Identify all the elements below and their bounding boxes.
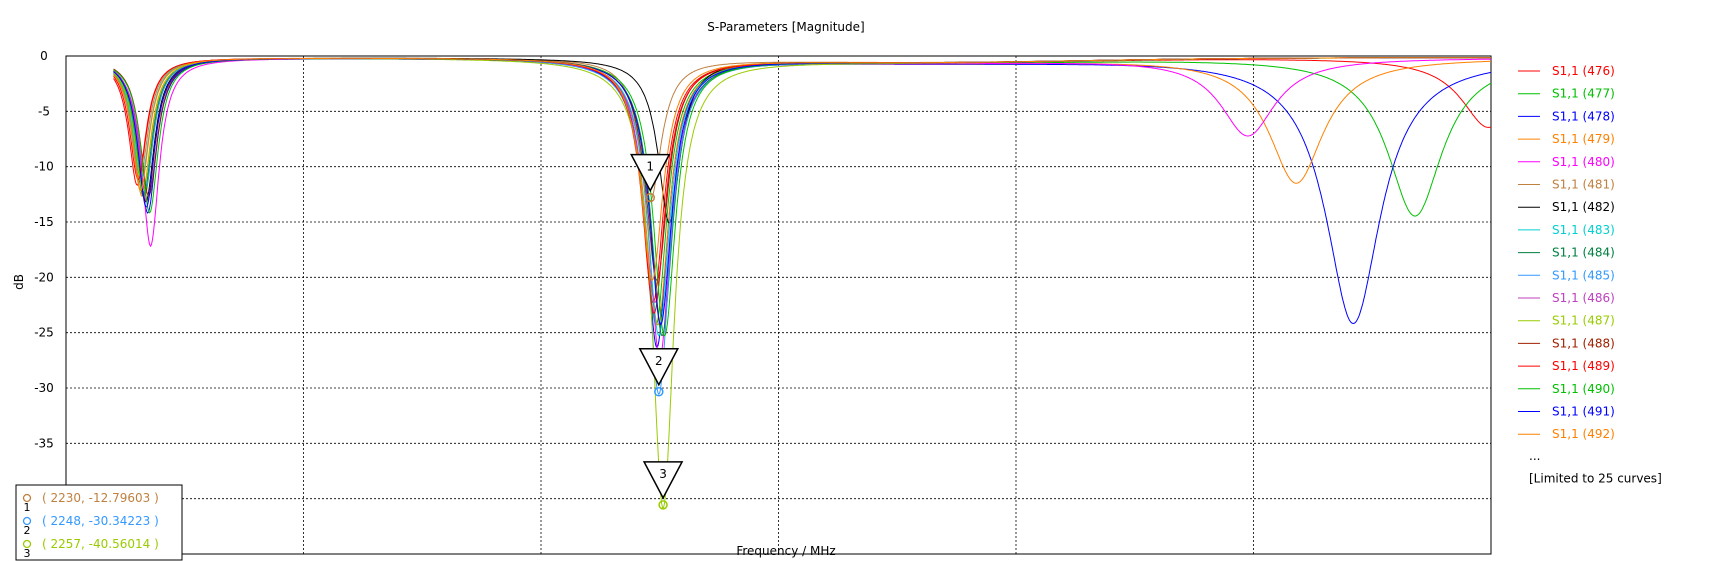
- y-axis-ticks: 0-5-10-15-20-25-30-35-40: [34, 49, 54, 506]
- legend-entry: S1,1 (486): [1552, 291, 1615, 305]
- legend-entry: S1,1 (485): [1552, 268, 1615, 282]
- series-line: [113, 58, 1492, 349]
- marker-triangle: [630, 153, 671, 193]
- legend-entry: S1,1 (480): [1552, 155, 1615, 169]
- legend-entry: S1,1 (482): [1552, 200, 1615, 214]
- y-tick-label: -20: [34, 270, 54, 284]
- series-line: [113, 57, 1491, 282]
- marker-triangle: [638, 348, 680, 387]
- y-axis-label: dB: [12, 274, 26, 290]
- grid: [66, 56, 1491, 554]
- legend-entry: S1,1 (490): [1552, 382, 1615, 396]
- marker-triangle: [642, 461, 684, 500]
- readout-frame: [15, 484, 183, 561]
- y-tick-label: 0: [40, 49, 48, 63]
- series-line: [113, 58, 1491, 326]
- markers: 1 2 3: [630, 153, 684, 510]
- readout-value: ( 2248, -30.34223 ): [42, 514, 159, 528]
- legend: S1,1 (476) S1,1 (477) S1,1 (478) S1,1 (479)…: [1518, 64, 1662, 486]
- readout-value: ( 2230, -12.79603 ): [42, 491, 159, 505]
- legend-entry: S1,1 (489): [1552, 359, 1615, 373]
- y-tick-label: -35: [34, 436, 54, 450]
- series-line: [113, 57, 1491, 509]
- legend-entry: S1,1 (483): [1552, 223, 1615, 237]
- x-axis-label: Frequency / MHz: [736, 544, 835, 558]
- y-tick-label: -25: [34, 326, 54, 340]
- marker-number: 1: [646, 160, 654, 174]
- series-line: [113, 57, 1491, 326]
- series-line: [113, 57, 1491, 337]
- y-tick-label: -5: [38, 104, 50, 118]
- legend-entry: S1,1 (491): [1552, 405, 1615, 419]
- chart-title: S-Parameters [Magnitude]: [707, 20, 864, 34]
- readout-value: ( 2257, -40.56014 ): [42, 537, 159, 551]
- legend-entry: S1,1 (477): [1552, 87, 1615, 101]
- y-tick-label: -30: [34, 381, 54, 395]
- marker-number: 2: [655, 354, 663, 368]
- readout-marker-icon: [22, 493, 32, 503]
- y-tick-label: -10: [34, 160, 54, 174]
- marker-readout-box: 1 ( 2230, -12.79603 ) 2 ( 2248, -30.34223 )…: [15, 484, 183, 561]
- marker-number: 3: [659, 467, 667, 481]
- y-tick-label: -15: [34, 215, 54, 229]
- series-line: [113, 57, 1491, 337]
- series-line: [113, 58, 1492, 326]
- readout-marker-icon: [22, 539, 32, 549]
- series-line: [113, 58, 1492, 304]
- series-line: [113, 57, 1491, 315]
- marker-point: [658, 500, 668, 510]
- legend-entry: S1,1 (492): [1552, 427, 1615, 441]
- marker-point: [654, 387, 664, 397]
- legend-entry: S1,1 (484): [1552, 246, 1615, 260]
- series-line: [113, 57, 1491, 202]
- readout-marker-icon: [22, 516, 32, 526]
- series-line: [113, 57, 1491, 336]
- legend-entry: S1,1 (478): [1552, 109, 1615, 123]
- series-line: [113, 58, 1491, 360]
- legend-note: [Limited to 25 curves]: [1529, 472, 1662, 486]
- legend-entry: S1,1 (481): [1552, 178, 1615, 192]
- legend-more: ...: [1529, 449, 1540, 463]
- series-line: [113, 57, 1491, 304]
- readout-marker-number: 2: [24, 524, 31, 537]
- curves: [113, 57, 1492, 509]
- marker-point: [645, 192, 655, 203]
- readout-marker-number: 1: [24, 501, 31, 514]
- series-line: [113, 57, 1491, 224]
- legend-entry: S1,1 (488): [1552, 336, 1615, 350]
- legend-entry: S1,1 (476): [1552, 64, 1615, 78]
- legend-entry: S1,1 (479): [1552, 132, 1615, 146]
- readout-marker-number: 3: [24, 547, 31, 560]
- legend-entry: S1,1 (487): [1552, 314, 1615, 328]
